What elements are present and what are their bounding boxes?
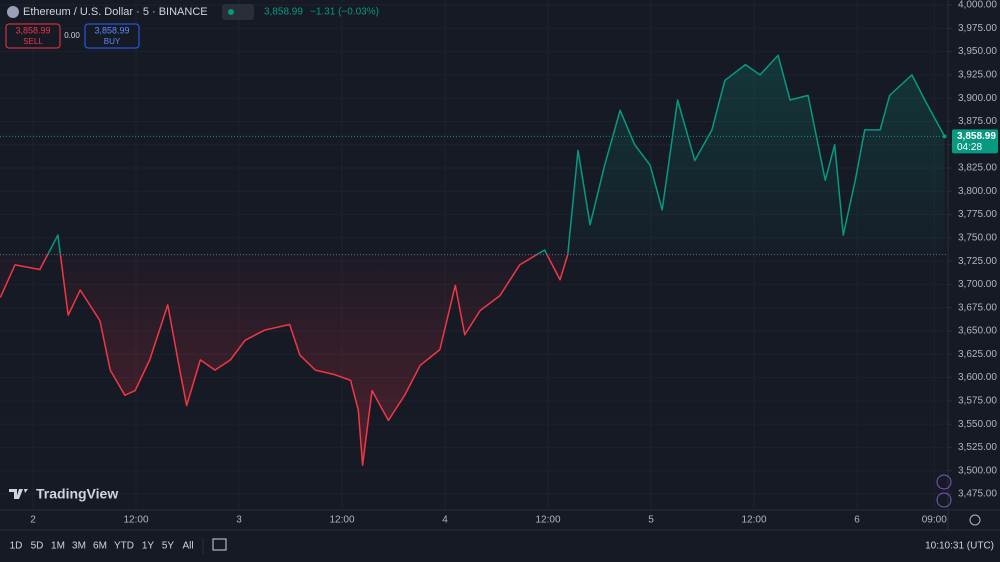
x-tick-label: 3 <box>236 515 242 526</box>
range-button[interactable]: All <box>182 541 193 552</box>
x-tick-label: 2 <box>30 515 36 526</box>
clock: 10:10:31 (UTC) <box>925 541 994 552</box>
price-tag <box>952 129 998 154</box>
y-tick-label: 3,750.00 <box>958 233 997 244</box>
range-button[interactable]: 6M <box>93 541 107 552</box>
sell-label: SELL <box>23 37 43 46</box>
header-change: −1.31 (−0.03%) <box>310 7 379 18</box>
x-tick-label: 12:00 <box>329 515 354 526</box>
y-tick-label: 4,000.00 <box>958 0 997 11</box>
status-dot <box>228 9 234 15</box>
y-tick-label: 3,550.00 <box>958 419 997 430</box>
sell-price: 3,858.99 <box>15 25 50 35</box>
range-button[interactable]: 3M <box>72 541 86 552</box>
last-price-dot <box>942 134 947 139</box>
x-tick-label: 6 <box>854 515 860 526</box>
logo-icon <box>9 489 28 499</box>
y-tick-label: 3,575.00 <box>958 395 997 406</box>
header-price: 3,858.99 <box>264 7 303 18</box>
y-tick-label: 3,950.00 <box>958 46 997 57</box>
spread: 0.00 <box>64 31 80 40</box>
x-tick-label: 4 <box>442 515 448 526</box>
y-tick-label: 3,975.00 <box>958 23 997 34</box>
y-tick-label: 3,900.00 <box>958 93 997 104</box>
y-tick-label: 3,775.00 <box>958 209 997 220</box>
plot <box>0 4 952 495</box>
range-button[interactable]: 5Y <box>162 541 175 552</box>
y-tick-label: 3,525.00 <box>958 442 997 453</box>
x-tick-label: 12:00 <box>535 515 560 526</box>
buy-label: BUY <box>104 37 121 46</box>
y-tick-label: 3,700.00 <box>958 279 997 290</box>
range-button[interactable]: 1D <box>10 541 23 552</box>
toolbar: 1D 5D 1M 3M 6M YTD 1Y 5Y All <box>10 541 194 552</box>
y-tick-label: 3,600.00 <box>958 372 997 383</box>
range-button[interactable]: 5D <box>31 541 44 552</box>
y-tick-label: 3,800.00 <box>958 186 997 197</box>
countdown: 04:28 <box>957 142 982 153</box>
area <box>0 55 945 466</box>
buy-button[interactable] <box>84 23 140 49</box>
price-line <box>0 54 946 466</box>
symbol-icon <box>7 6 19 18</box>
price-tag-label: 3,858.99 <box>957 131 996 142</box>
range-button[interactable]: YTD <box>114 541 134 552</box>
tool-icon[interactable] <box>936 492 952 508</box>
y-tick-label: 3,650.00 <box>958 326 997 337</box>
range-button[interactable]: 1M <box>51 541 65 552</box>
status-badge[interactable] <box>222 4 254 20</box>
y-tick-label: 3,675.00 <box>958 302 997 313</box>
x-tick-label: 12:00 <box>741 515 766 526</box>
y-tick-label: 3,625.00 <box>958 349 997 360</box>
logo-text: TradingView <box>36 486 118 502</box>
y-tick-label: 3,475.00 <box>958 489 997 500</box>
buy-price: 3,858.99 <box>94 25 129 35</box>
y-tick-label: 3,500.00 <box>958 465 997 476</box>
y-tick-label: 3,875.00 <box>958 116 997 127</box>
tool-icon[interactable] <box>936 474 952 490</box>
symbol-title: Ethereum / U.S. Dollar · 5 · BINANCE <box>23 6 208 18</box>
y-tick-label: 3,725.00 <box>958 256 997 267</box>
x-tick-label: 09:00 <box>922 515 947 526</box>
range-button[interactable]: 1Y <box>142 541 155 552</box>
date-range-icon[interactable] <box>212 538 227 551</box>
sell-button[interactable] <box>5 23 61 49</box>
x-tick-label: 12:00 <box>123 515 148 526</box>
x-tick-label: 5 <box>648 515 654 526</box>
settings-icon[interactable] <box>969 514 981 526</box>
y-tick-label: 3,925.00 <box>958 70 997 81</box>
y-tick-label: 3,825.00 <box>958 163 997 174</box>
